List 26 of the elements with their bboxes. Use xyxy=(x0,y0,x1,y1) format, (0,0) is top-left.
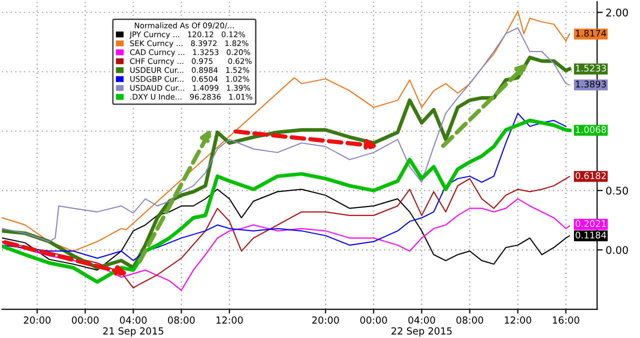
data-label: 1.0068 xyxy=(576,126,606,133)
data-label: 1.3893 xyxy=(576,80,606,88)
x-tick-label: 04:00 21 Sep 2015 xyxy=(103,316,164,337)
line-series xyxy=(2,176,570,288)
y-tick-label: 2.00 xyxy=(606,8,628,16)
x-tick-label: 12:00 xyxy=(216,316,243,324)
data-label: 0.2021 xyxy=(576,220,606,227)
y-tick-label: 0.00 xyxy=(606,246,628,254)
line-series xyxy=(2,112,566,262)
data-label: 1.8174 xyxy=(576,30,606,37)
data-label: 1.5233 xyxy=(576,64,606,72)
x-tick-label: 00:00 xyxy=(360,316,387,324)
line-series xyxy=(2,118,572,284)
x-tick-label: 16:00 xyxy=(552,316,580,324)
y-tick-label: 0.50 xyxy=(606,186,628,195)
x-tick-label: 00:00 xyxy=(72,316,99,324)
x-tick-label: 20:00 xyxy=(24,316,51,324)
x-tick-label: 12:00 xyxy=(504,316,532,324)
line-series xyxy=(2,198,570,291)
x-tick-label: 04:00 22 Sep 2015 xyxy=(392,316,452,337)
line-series xyxy=(2,188,570,271)
data-label: 0.6182 xyxy=(576,172,606,180)
x-tick-label: 08:00 xyxy=(456,316,484,324)
data-label: 0.1184 xyxy=(576,232,606,238)
x-tick-label: 20:00 xyxy=(312,316,339,324)
x-tick-label: 08:00 xyxy=(168,316,195,324)
